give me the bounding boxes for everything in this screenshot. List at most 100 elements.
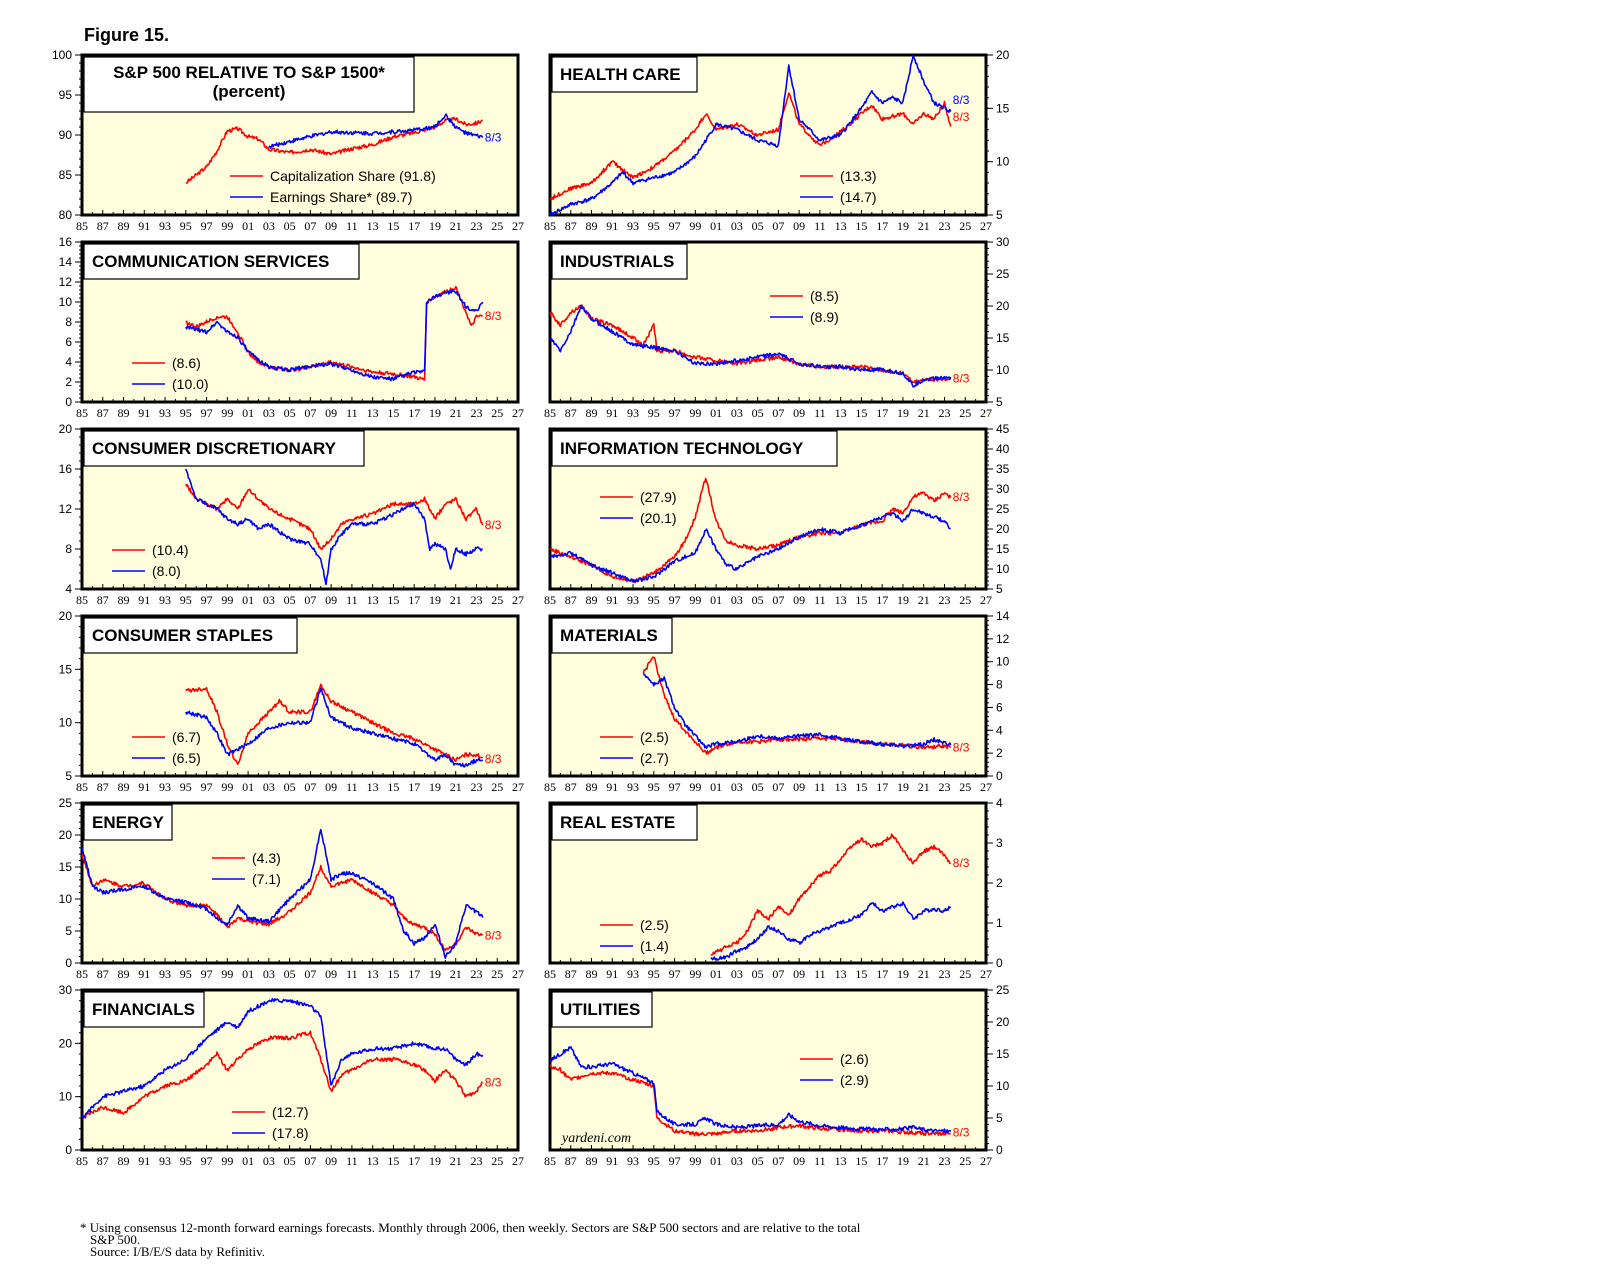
x-tick-label: 23 [470,593,482,607]
x-tick-label: 93 [159,593,171,607]
x-tick-label: 13 [835,1154,847,1168]
x-tick-label: 11 [814,219,826,233]
y-tick-label: 25 [59,796,73,810]
x-tick-label: 09 [325,967,337,981]
x-tick-label: 03 [263,593,275,607]
x-tick-label: 01 [710,780,722,794]
y-tick-label: 40 [996,442,1010,456]
end-label: 8/3 [953,93,970,107]
x-tick-label: 95 [648,1154,660,1168]
x-tick-label: 93 [159,1154,171,1168]
y-tick-label: 0 [65,1143,72,1157]
y-tick-label: 15 [996,101,1010,115]
y-tick-label: 20 [59,1036,73,1050]
y-tick-label: 0 [65,956,72,970]
y-tick-label: 35 [996,462,1010,476]
x-tick-label: 85 [544,593,556,607]
x-tick-label: 21 [918,593,930,607]
end-label: 8/3 [485,928,502,942]
x-tick-label: 11 [814,1154,826,1168]
y-tick-label: 20 [996,522,1010,536]
y-tick-label: 10 [59,1090,73,1104]
panel-title-box: MATERIALS [551,617,673,654]
y-tick-label: 85 [59,168,73,182]
x-tick-label: 15 [855,219,867,233]
x-tick-label: 85 [76,406,88,420]
x-tick-label: 13 [835,219,847,233]
y-tick-label: 10 [59,295,73,309]
legend-label: (4.3) [252,850,281,866]
x-tick-label: 17 [876,1154,888,1168]
y-tick-label: 25 [996,502,1010,516]
y-tick-label: 0 [65,395,72,409]
x-tick-label: 09 [325,780,337,794]
panel-title-box: HEALTH CARE [551,56,698,93]
panel-industrials: 5 10 15 20 25 30 85 87 89 91 93 95 97 99 01 03 05 07 09 11 1… [544,235,1010,420]
end-label: 8/3 [953,740,970,754]
x-tick-label: 25 [959,780,971,794]
series-line-red [185,683,484,765]
end-label: 8/3 [485,1075,502,1089]
x-tick-label: 93 [627,780,639,794]
y-tick-label: 20 [59,828,73,842]
footnote-source: Source: I/B/E/S data by Refinitiv. [90,1244,265,1259]
x-tick-label: 87 [565,1154,577,1168]
x-tick-label: 11 [814,967,826,981]
x-tick-label: 85 [76,1154,88,1168]
end-label: 8/3 [485,752,502,766]
x-tick-label: 89 [586,780,598,794]
legend-label: (10.4) [152,542,189,558]
x-tick-label: 97 [669,780,681,794]
x-tick-label: 87 [97,1154,109,1168]
y-tick-label: 15 [996,1047,1010,1061]
x-tick-label: 85 [544,406,556,420]
x-tick-label: 01 [242,1154,254,1168]
x-tick-label: 91 [138,967,150,981]
y-tick-label: 5 [65,924,72,938]
x-tick-label: 99 [689,219,701,233]
x-tick-label: 03 [731,967,743,981]
y-tick-label: 12 [996,632,1010,646]
x-tick-label: 03 [731,593,743,607]
x-tick-label: 99 [689,406,701,420]
y-tick-label: 30 [996,235,1010,249]
x-tick-label: 09 [325,1154,337,1168]
legend-label: (27.9) [640,489,677,505]
x-tick-label: 85 [76,593,88,607]
panel-title-box: S&P 500 RELATIVE TO S&P 1500*(percent) [83,56,415,113]
y-tick-label: 20 [996,1015,1010,1029]
x-tick-label: 97 [669,406,681,420]
x-tick-label: 25 [491,780,503,794]
y-tick-label: 6 [996,700,1003,714]
x-tick-label: 09 [793,219,805,233]
end-label: 8/3 [953,110,970,124]
x-tick-label: 21 [450,593,462,607]
x-tick-label: 87 [565,219,577,233]
x-tick-label: 89 [586,967,598,981]
y-tick-label: 2 [65,375,72,389]
x-tick-label: 15 [387,593,399,607]
x-tick-label: 99 [221,780,233,794]
y-tick-label: 15 [59,860,73,874]
x-tick-label: 01 [710,1154,722,1168]
y-tick-label: 2 [996,876,1003,890]
x-tick-label: 17 [408,219,420,233]
x-tick-label: 01 [710,219,722,233]
x-tick-label: 09 [325,593,337,607]
legend-label: (2.7) [640,750,669,766]
x-tick-label: 27 [512,219,524,233]
y-tick-label: 6 [65,335,72,349]
title-box-bg [83,56,415,113]
y-tick-label: 25 [996,983,1010,997]
x-tick-label: 89 [118,406,130,420]
x-tick-label: 95 [648,219,660,233]
x-tick-label: 21 [918,967,930,981]
x-tick-label: 11 [346,967,358,981]
x-tick-label: 11 [814,593,826,607]
x-tick-label: 01 [242,780,254,794]
x-tick-label: 15 [387,780,399,794]
x-tick-label: 09 [793,780,805,794]
panel-title: ENERGY [92,813,164,832]
